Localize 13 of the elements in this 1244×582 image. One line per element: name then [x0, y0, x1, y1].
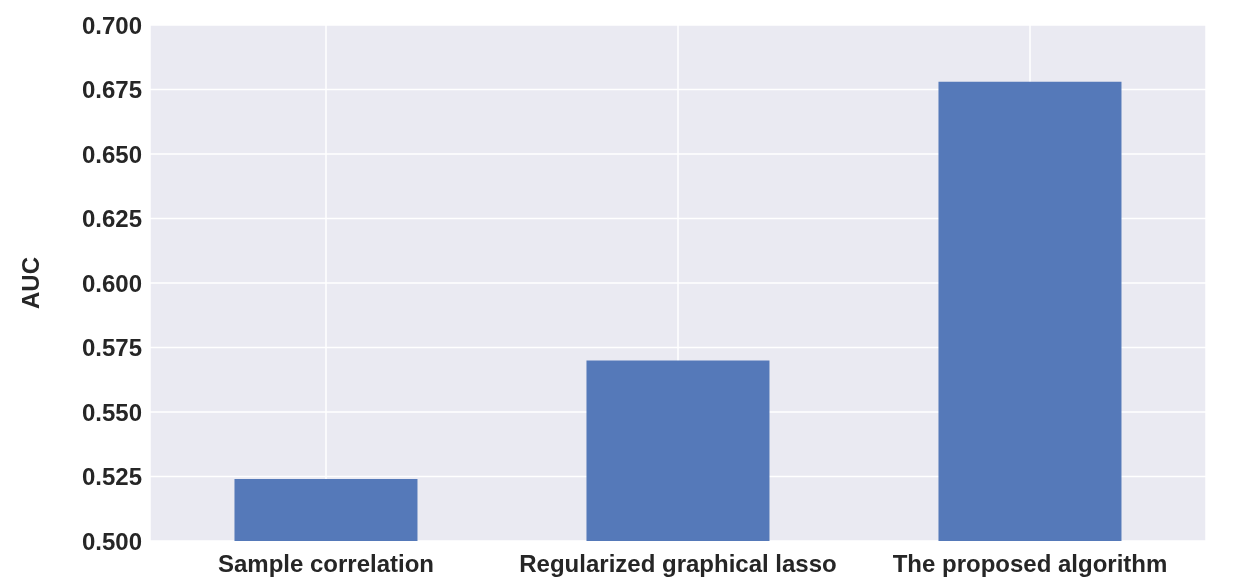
- y-axis-title: AUC: [16, 257, 44, 309]
- y-tick-label: 0.650: [81, 140, 142, 168]
- x-tick-label: Sample correlation: [217, 550, 435, 578]
- y-tick-label: 0.700: [81, 11, 142, 39]
- y-tick-label: 0.550: [81, 398, 142, 426]
- y-tick-label: 0.600: [81, 269, 142, 297]
- y-tick-label: 0.575: [81, 334, 142, 362]
- y-tick-label: 0.625: [81, 205, 142, 233]
- y-tick-label: 0.525: [81, 463, 142, 491]
- x-tick-label: The proposed algorithm: [892, 550, 1168, 578]
- y-tick-label: 0.500: [81, 527, 142, 555]
- x-tick-label: Regularized graphical lasso: [519, 550, 837, 578]
- y-tick-label: 0.675: [81, 76, 142, 104]
